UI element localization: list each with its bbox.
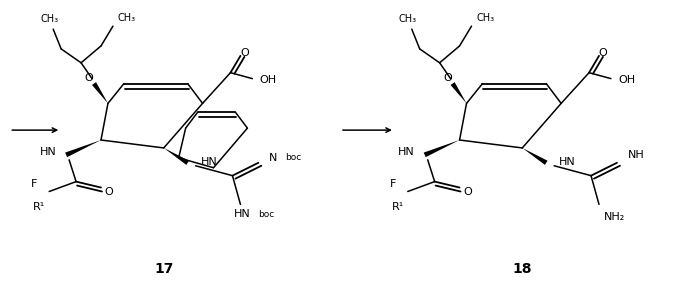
Text: O: O bbox=[84, 73, 94, 83]
Polygon shape bbox=[424, 140, 459, 157]
Text: O: O bbox=[240, 48, 248, 58]
Polygon shape bbox=[522, 148, 547, 165]
Polygon shape bbox=[450, 82, 466, 103]
Text: F: F bbox=[389, 179, 396, 188]
Text: NH: NH bbox=[628, 150, 645, 160]
Text: CH₃: CH₃ bbox=[118, 13, 136, 23]
Text: R¹: R¹ bbox=[392, 202, 404, 212]
Text: N: N bbox=[269, 153, 278, 163]
Text: HN: HN bbox=[233, 209, 250, 219]
Polygon shape bbox=[92, 82, 108, 103]
Polygon shape bbox=[65, 140, 101, 157]
Polygon shape bbox=[164, 148, 189, 165]
Text: F: F bbox=[31, 179, 38, 188]
Text: R¹: R¹ bbox=[33, 202, 45, 212]
Text: HN: HN bbox=[200, 157, 217, 167]
Text: O: O bbox=[443, 73, 452, 83]
Text: CH₃: CH₃ bbox=[399, 14, 417, 24]
Text: 17: 17 bbox=[154, 262, 173, 276]
Text: NH₂: NH₂ bbox=[604, 212, 625, 222]
Text: O: O bbox=[599, 48, 607, 58]
Text: OH: OH bbox=[260, 75, 277, 85]
Text: HN: HN bbox=[398, 147, 415, 157]
Text: HN: HN bbox=[559, 157, 576, 167]
Text: OH: OH bbox=[618, 75, 635, 85]
Text: CH₃: CH₃ bbox=[477, 13, 494, 23]
Text: 18: 18 bbox=[512, 262, 532, 276]
Text: boc: boc bbox=[285, 153, 302, 162]
Text: boc: boc bbox=[258, 210, 274, 219]
Text: CH₃: CH₃ bbox=[40, 14, 58, 24]
Text: O: O bbox=[105, 186, 113, 196]
Text: O: O bbox=[463, 186, 472, 196]
Text: HN: HN bbox=[39, 147, 56, 157]
